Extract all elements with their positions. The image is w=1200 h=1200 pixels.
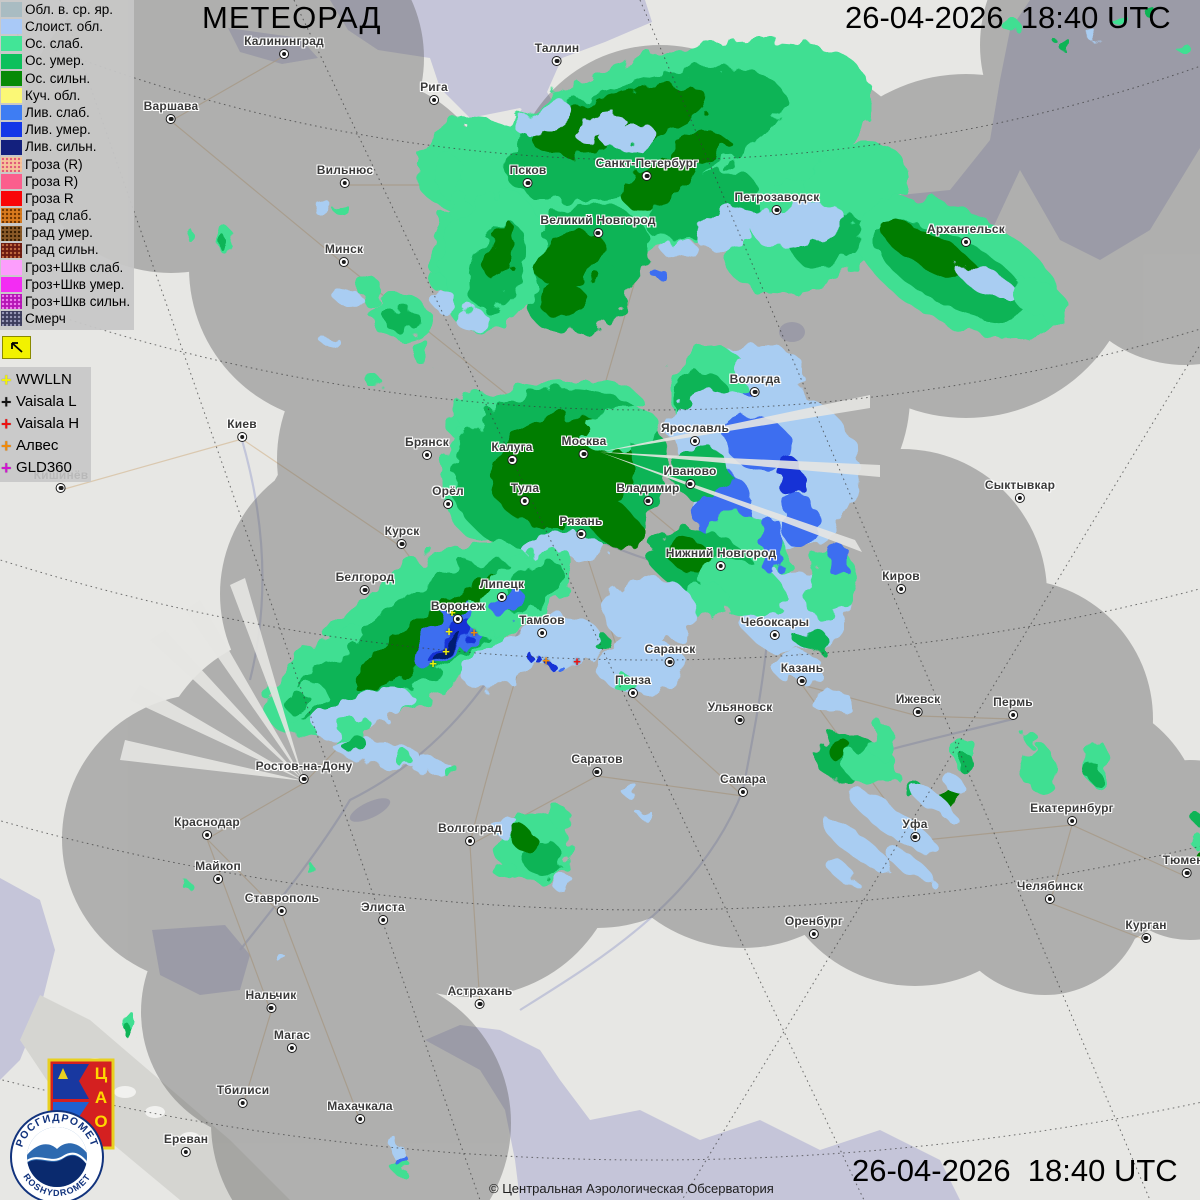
legend-label: Гроз+Шкв слаб.: [25, 259, 124, 275]
kaliningrad-coast: [228, 28, 318, 64]
legend-label: Слоист. обл.: [25, 19, 104, 35]
legend-item: Лив. слаб.: [1, 104, 132, 121]
black-sea: [0, 878, 55, 1080]
legend-item: Слоист. обл.: [1, 18, 132, 35]
legend-label: Гроза (R): [25, 156, 83, 172]
lightning-legend-item: + WWLLN: [1, 369, 89, 391]
tsimlyansk-reservoir: [349, 798, 391, 822]
legend-item: Смерч: [1, 310, 132, 327]
legend-item: Ос. сильн.: [1, 70, 132, 87]
copyright: © Центральная Аэрологическая Обсерватори…: [489, 1181, 774, 1196]
legend-label: Лив. слаб.: [25, 104, 90, 120]
legend-item: Град умер.: [1, 224, 132, 241]
legend-label: Ос. слаб.: [25, 36, 84, 52]
legend-item: Ос. умер.: [1, 53, 132, 70]
legend-label: Град сильн.: [25, 242, 99, 258]
lightning-legend-label: Vaisala L: [16, 393, 77, 411]
legend-swatch: [1, 139, 22, 155]
legend-label: Гроз+Шкв умер.: [25, 276, 125, 292]
legend-label: Куч. обл.: [25, 87, 81, 103]
legend-item: Град слаб.: [1, 207, 132, 224]
timestamp-top: 26-04-2026 18:40 UTC: [845, 0, 1171, 35]
lightning-legend-label: GLD360: [16, 459, 72, 477]
lightning-legend-item: + GLD360: [1, 457, 89, 479]
legend-label: Лив. умер.: [25, 122, 91, 138]
lightning-legend-label: Vaisala H: [16, 415, 80, 433]
legend-item: Гроза (R): [1, 156, 132, 173]
lightning-legend-item: + Vaisala H: [1, 413, 89, 435]
legend-item: Обл. в. ср. яр.: [1, 1, 132, 18]
lightning-legend-item: + Vaisala L: [1, 391, 89, 413]
legend-item: Лив. умер.: [1, 121, 132, 138]
legend-item: Гроза R): [1, 173, 132, 190]
roshydromet-logo: РОСГИДРОМЕТ ROSHYDROMET: [10, 1110, 104, 1200]
legend-label: Смерч: [25, 311, 66, 327]
lightning-cross-icon: +: [1, 435, 12, 456]
legend-swatch: [1, 88, 22, 104]
caspian-sea: [425, 1025, 960, 1200]
page-title: МЕТЕОРАД: [202, 0, 382, 35]
legend-swatch: [1, 173, 22, 189]
intensity-legend: Обл. в. ср. яр. Слоист. обл. Ос. слаб. Ос. …: [0, 0, 134, 330]
lightning-legend: + WWLLN + Vaisala L + Vaisala H + Алвес + GLD360: [0, 366, 91, 482]
lightning-legend-label: Алвес: [16, 437, 59, 455]
legend-swatch: [1, 191, 22, 207]
lightning-cross-icon: +: [1, 369, 12, 390]
legend-swatch: [1, 277, 22, 293]
lightning-legend-label: WWLLN: [16, 371, 72, 389]
timestamp-bottom: 26-04-2026 18:40 UTC: [852, 1153, 1178, 1188]
legend-swatch: [1, 259, 22, 275]
legend-swatch: [1, 225, 22, 241]
cao-letter-o: О: [94, 1112, 107, 1131]
tornado-arrow-icon: [10, 342, 23, 353]
cao-letter-c: Ц: [95, 1064, 108, 1083]
legend-item: Гроза R: [1, 190, 132, 207]
legend-item: Гроз+Шкв сильн.: [1, 293, 132, 310]
lightning-cross-icon: +: [1, 457, 12, 478]
legend-label: Гроза R): [25, 173, 79, 189]
legend-swatch: [1, 53, 22, 69]
legend-swatch: [1, 36, 22, 52]
legend-swatch: [1, 19, 22, 35]
legend-label: Град слаб.: [25, 208, 92, 224]
legend-label: Лив. сильн.: [25, 139, 97, 155]
beam-blockage-spokes: [120, 395, 880, 781]
legend-item: Куч. обл.: [1, 87, 132, 104]
organization-logos: Ц А О 1941 РОСГИДРОМЕТ ROSHYDROMET: [10, 1058, 115, 1200]
legend-label: Ос. умер.: [25, 53, 85, 69]
legend-label: Гроза R: [25, 190, 74, 206]
legend-swatch: [1, 311, 22, 327]
legend-label: Град умер.: [25, 225, 93, 241]
cao-letter-a: А: [95, 1088, 107, 1107]
legend-panel: Обл. в. ср. яр. Слоист. обл. Ос. слаб. Ос. …: [0, 0, 134, 482]
legend-swatch: [1, 105, 22, 121]
baltic-sea: [330, 0, 685, 133]
legend-item: Гроз+Шкв слаб.: [1, 259, 132, 276]
lightning-cross-icon: +: [1, 413, 12, 434]
legend-swatch: [1, 156, 22, 172]
legend-swatch: [1, 2, 22, 18]
lightning-cross-icon: +: [1, 391, 12, 412]
legend-label: Обл. в. ср. яр.: [25, 1, 114, 17]
legend-swatch: [1, 208, 22, 224]
legend-swatch: [1, 294, 22, 310]
legend-item: Град сильн.: [1, 242, 132, 259]
legend-item: Ос. слаб.: [1, 35, 132, 52]
legend-item: Гроз+Шкв умер.: [1, 276, 132, 293]
lightning-legend-item: + Алвес: [1, 435, 89, 457]
white-sea: [870, 0, 1200, 270]
lake-beloye: [779, 322, 805, 342]
legend-label: Ос. сильн.: [25, 70, 91, 86]
legend-swatch: [1, 242, 22, 258]
legend-label: Гроз+Шкв сильн.: [25, 294, 131, 310]
azov-sea: [152, 925, 250, 995]
tornado-symbol: [2, 335, 31, 359]
legend-item: Лив. сильн.: [1, 139, 132, 156]
legend-swatch: [1, 70, 22, 86]
legend-swatch: [1, 122, 22, 138]
